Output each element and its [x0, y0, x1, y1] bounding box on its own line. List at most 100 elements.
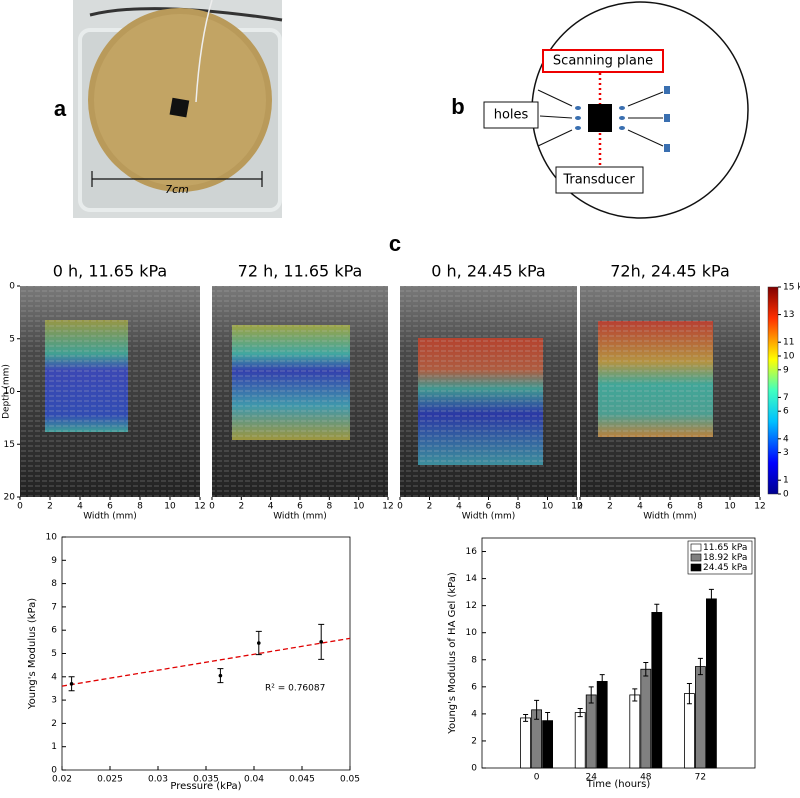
- legend-label: 24.45 kPa: [703, 563, 747, 573]
- data-point: [319, 640, 324, 644]
- y-tick-label: 10: [4, 387, 16, 397]
- error-bar: [523, 714, 529, 722]
- legend-label: 18.92 kPa: [703, 553, 747, 563]
- x-tick-label: 8: [697, 502, 703, 512]
- x-tick-label: 0.035: [193, 775, 219, 785]
- panel-letter: c: [389, 231, 401, 256]
- holes-text: holes: [494, 108, 529, 123]
- colorbar-tick-label: 4: [783, 434, 789, 444]
- holes-box: [483, 101, 539, 129]
- image-title: 0 h, 24.45 kPa: [431, 262, 545, 281]
- x-tick-label: 8: [515, 502, 521, 512]
- fit-line: [61, 637, 351, 687]
- x-tick-label: 2: [238, 502, 244, 512]
- hole-dots: [575, 86, 670, 152]
- bar: [520, 717, 531, 769]
- y-tick-label: 8: [471, 655, 477, 665]
- x-tick-label: 0: [397, 502, 403, 512]
- y-tick-label: 16: [466, 547, 478, 557]
- x-tick-label: 10: [724, 502, 736, 512]
- x-tick-label: 2: [427, 502, 433, 512]
- transducer-text: Transducer: [562, 173, 635, 188]
- x-tick-label: 6: [667, 502, 673, 512]
- scanning-plane-text: Scanning plane: [553, 54, 653, 69]
- y-tick-label: 2: [471, 736, 477, 746]
- error-bar: [708, 588, 714, 609]
- x-tick-label: 0.02: [52, 775, 72, 785]
- bar: [706, 598, 717, 769]
- y-tick-label: 1: [51, 742, 57, 752]
- x-tick-label: 10: [164, 502, 176, 512]
- y-axis-label: Young's Modulus of HA Gel (kPa): [447, 572, 458, 735]
- panel-letter: b: [451, 94, 464, 119]
- x-tick-label: 6: [486, 502, 492, 512]
- y-tick-label: 4: [471, 709, 477, 719]
- bar: [695, 666, 706, 769]
- error-bar: [599, 674, 605, 689]
- colorbar-tick-label: 0: [783, 490, 789, 500]
- x-tick-label: 12: [571, 502, 582, 512]
- colorbar-tick-label: 3: [783, 448, 789, 458]
- x-tick-label: 0.03: [148, 775, 168, 785]
- scanning-plane-box: [542, 49, 664, 73]
- error-bar: [577, 707, 583, 718]
- x-tick-label: 10: [353, 502, 365, 512]
- x-tick-label: 0: [209, 502, 215, 512]
- cable: [89, 7, 283, 22]
- x-tick-label: 24: [585, 773, 597, 783]
- error-bar: [686, 682, 692, 705]
- inclusion: [169, 97, 190, 118]
- y-tick-label: 7: [51, 602, 57, 612]
- x-tick-label: 10: [542, 502, 554, 512]
- y-tick-label: 20: [4, 493, 16, 503]
- colorbar-tick-label: 11: [783, 338, 794, 348]
- colorbar: [767, 286, 779, 495]
- y-axis-label: Young's Modulus (kPa): [27, 598, 38, 710]
- colorbar-tick-label: 13: [783, 310, 794, 320]
- y-tick-label: 0: [51, 766, 57, 776]
- bar: [684, 693, 695, 769]
- annotation: R² = 0.76087: [265, 684, 325, 694]
- bar: [629, 694, 641, 769]
- colorbar-tick-label: 10: [783, 352, 795, 362]
- y-tick-label: 0: [471, 764, 477, 774]
- data-point: [69, 681, 74, 686]
- image-title: 72 h, 11.65 kPa: [238, 262, 363, 281]
- data-point: [218, 673, 223, 678]
- y-tick-label: 14: [466, 574, 478, 584]
- x-tick-label: 72: [695, 773, 706, 783]
- elastography-texture: [598, 321, 713, 437]
- bar: [574, 712, 586, 769]
- x-tick-label: 0.025: [97, 775, 123, 785]
- x-tick-label: 4: [77, 502, 83, 512]
- elastography-texture: [45, 320, 128, 432]
- wire: [195, 0, 213, 103]
- x-tick-label: 0.05: [340, 775, 360, 785]
- x-tick-label: 0.045: [289, 775, 315, 785]
- plot-frame: [61, 536, 351, 771]
- legend-swatch: [690, 563, 702, 572]
- colorbar-tick-label: 9: [783, 365, 789, 375]
- bar: [585, 694, 597, 769]
- y-axis-label: Depth (mm): [2, 364, 12, 419]
- error-bar: [643, 661, 649, 677]
- x-tick-label: 4: [456, 502, 462, 512]
- image-title: 72h, 24.45 kPa: [610, 262, 730, 281]
- inclusion: [588, 104, 612, 132]
- x-tick-label: 12: [194, 502, 205, 512]
- x-tick-label: 8: [137, 502, 143, 512]
- error-bar: [545, 712, 551, 730]
- error-bar: [697, 657, 703, 676]
- colorbar-tick-label: 6: [783, 407, 789, 417]
- x-tick-label: 48: [640, 773, 652, 783]
- y-tick-label: 6: [51, 626, 57, 636]
- legend-label: 11.65 kPa: [703, 543, 747, 553]
- y-tick-label: 15: [4, 440, 15, 450]
- data-point: [257, 641, 261, 645]
- x-tick-label: 2: [607, 502, 613, 512]
- transducer-box: [555, 166, 644, 194]
- y-tick-label: 10: [466, 628, 478, 638]
- elastography-texture: [232, 325, 350, 440]
